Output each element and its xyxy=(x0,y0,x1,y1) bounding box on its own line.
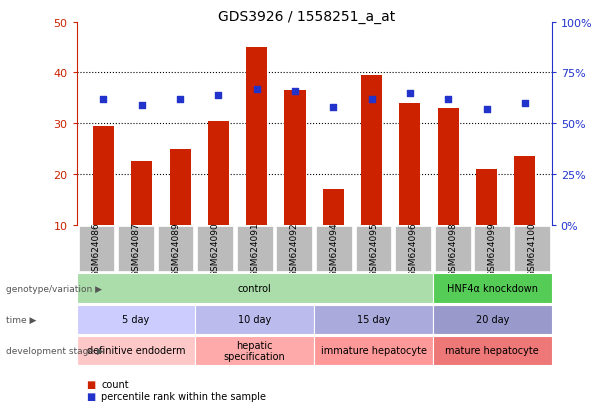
Text: GSM624099: GSM624099 xyxy=(488,221,497,276)
Bar xyxy=(514,226,550,272)
Bar xyxy=(433,336,552,366)
Bar xyxy=(433,305,552,335)
Text: 10 day: 10 day xyxy=(238,315,272,325)
Bar xyxy=(77,336,196,366)
Text: GSM624095: GSM624095 xyxy=(369,221,378,276)
Text: time ▶: time ▶ xyxy=(6,315,37,324)
Bar xyxy=(208,121,229,276)
Bar xyxy=(170,149,191,276)
Text: hepatic
specification: hepatic specification xyxy=(224,340,286,361)
Bar xyxy=(93,126,114,276)
Text: GSM624094: GSM624094 xyxy=(329,222,338,276)
Text: control: control xyxy=(238,284,272,294)
Text: ■: ■ xyxy=(86,392,95,401)
Text: count: count xyxy=(101,379,129,389)
Text: percentile rank within the sample: percentile rank within the sample xyxy=(101,392,266,401)
Text: GSM624100: GSM624100 xyxy=(527,221,536,276)
Bar xyxy=(77,305,196,335)
Bar xyxy=(276,226,312,272)
Bar xyxy=(474,226,510,272)
Point xyxy=(482,107,492,113)
Text: 15 day: 15 day xyxy=(357,315,390,325)
Bar xyxy=(356,226,392,272)
Bar xyxy=(284,91,305,276)
Bar xyxy=(314,305,433,335)
Bar xyxy=(237,226,273,272)
Text: GSM624087: GSM624087 xyxy=(132,221,140,276)
Text: development stage ▶: development stage ▶ xyxy=(6,346,104,355)
Bar xyxy=(246,48,267,276)
Bar xyxy=(323,190,344,276)
Bar xyxy=(438,109,459,276)
Bar xyxy=(78,226,114,272)
Point xyxy=(329,104,338,111)
Point xyxy=(137,102,147,109)
Text: genotype/variation ▶: genotype/variation ▶ xyxy=(6,284,102,293)
Point xyxy=(99,96,109,103)
Point xyxy=(175,96,185,103)
Point xyxy=(405,90,415,97)
Text: mature hepatocyte: mature hepatocyte xyxy=(446,346,539,356)
Bar xyxy=(131,162,152,276)
Bar xyxy=(77,274,433,304)
Text: 20 day: 20 day xyxy=(476,315,509,325)
Bar xyxy=(514,157,535,276)
Text: GDS3926 / 1558251_a_at: GDS3926 / 1558251_a_at xyxy=(218,10,395,24)
Text: GSM624092: GSM624092 xyxy=(290,222,299,276)
Bar xyxy=(197,226,233,272)
Bar xyxy=(395,226,431,272)
Text: definitive endoderm: definitive endoderm xyxy=(87,346,185,356)
Bar xyxy=(314,336,433,366)
Text: GSM624091: GSM624091 xyxy=(250,221,259,276)
Point xyxy=(520,100,530,107)
Text: ■: ■ xyxy=(86,379,95,389)
Text: GSM624086: GSM624086 xyxy=(92,221,101,276)
Text: 5 day: 5 day xyxy=(123,315,150,325)
Point xyxy=(213,92,223,99)
Bar xyxy=(435,226,471,272)
Bar xyxy=(196,305,314,335)
Text: GSM624098: GSM624098 xyxy=(448,221,457,276)
Text: GSM624096: GSM624096 xyxy=(409,221,417,276)
Bar xyxy=(316,226,352,272)
Point xyxy=(290,88,300,95)
Point xyxy=(367,96,376,103)
Text: immature hepatocyte: immature hepatocyte xyxy=(321,346,427,356)
Text: GSM624090: GSM624090 xyxy=(211,221,219,276)
Bar xyxy=(158,226,194,272)
Bar xyxy=(118,226,154,272)
Bar xyxy=(400,104,421,276)
Bar xyxy=(361,76,382,276)
Bar xyxy=(196,336,314,366)
Bar xyxy=(433,274,552,304)
Point xyxy=(252,86,262,93)
Bar xyxy=(476,169,497,276)
Text: HNF4α knockdown: HNF4α knockdown xyxy=(447,284,538,294)
Text: GSM624089: GSM624089 xyxy=(171,221,180,276)
Point xyxy=(443,96,453,103)
